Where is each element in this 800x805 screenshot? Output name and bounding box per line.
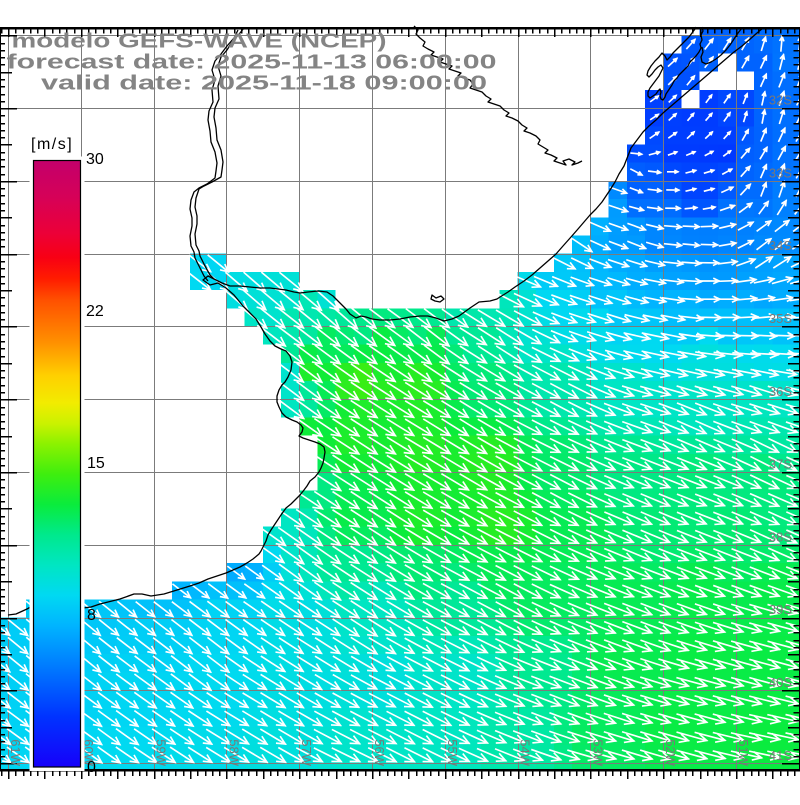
svg-text:22: 22: [86, 303, 104, 320]
svg-text:15: 15: [87, 455, 105, 472]
svg-text:34S: 34S: [769, 238, 792, 253]
svg-text:32S: 32S: [769, 93, 792, 108]
svg-text:54W: 54W: [518, 739, 533, 766]
svg-text:8: 8: [87, 607, 96, 624]
svg-text:56W: 56W: [372, 739, 387, 766]
svg-text:valid date: 2025-11-18 09:00:0: valid date: 2025-11-18 09:00:00: [41, 72, 487, 95]
svg-text:38S: 38S: [769, 529, 792, 544]
svg-text:30: 30: [86, 151, 104, 168]
svg-text:33S: 33S: [769, 165, 792, 180]
svg-text:modelo GEFS-WAVE (NCEP): modelo GEFS-WAVE (NCEP): [12, 30, 387, 53]
svg-text:51W: 51W: [736, 739, 751, 766]
svg-text:40S: 40S: [769, 675, 792, 690]
svg-text:forecast date: 2025-11-13 06:0: forecast date: 2025-11-13 06:00:00: [7, 50, 497, 73]
svg-text:0: 0: [87, 759, 96, 776]
svg-text:39S: 39S: [769, 602, 792, 617]
svg-text:57W: 57W: [299, 739, 314, 766]
svg-text:58W: 58W: [226, 739, 241, 766]
svg-text:35S: 35S: [769, 311, 792, 326]
svg-text:[m/s]: [m/s]: [31, 136, 73, 153]
svg-text:59W: 59W: [154, 739, 169, 766]
svg-text:41S: 41S: [769, 748, 792, 763]
svg-text:60W: 60W: [81, 739, 96, 766]
svg-text:55W: 55W: [445, 739, 460, 766]
svg-text:53W: 53W: [590, 739, 605, 766]
svg-text:52W: 52W: [663, 739, 678, 766]
svg-text:36S: 36S: [769, 384, 792, 399]
svg-text:37S: 37S: [769, 457, 792, 472]
svg-text:61W: 61W: [8, 739, 23, 766]
